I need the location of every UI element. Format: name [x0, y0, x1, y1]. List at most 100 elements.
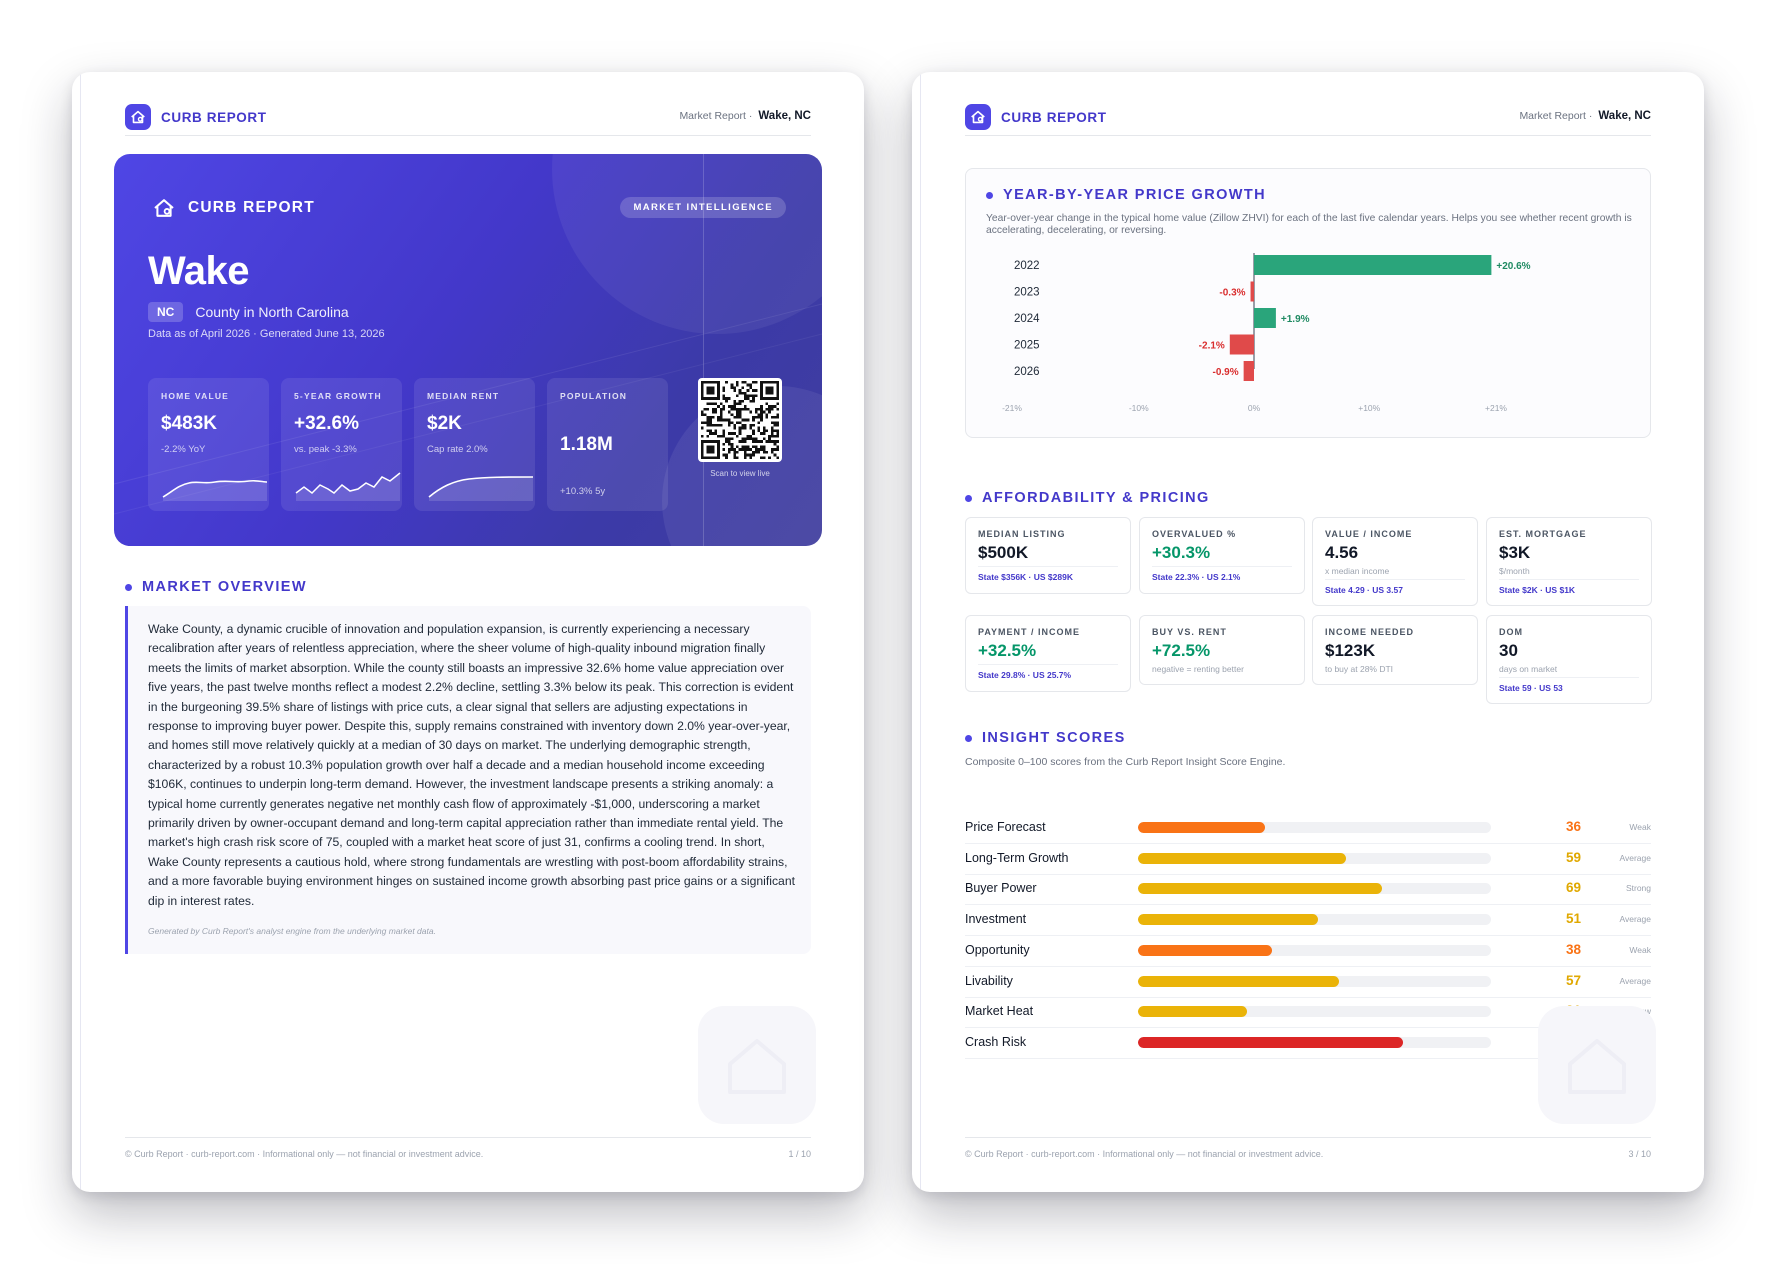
score-bar-track — [1138, 852, 1491, 864]
kpi-note: Cap rate 2.0% — [427, 444, 488, 455]
report-page-3: CURB REPORT Market Report · Wake, NC 2022… — [912, 72, 1704, 1192]
section-title-affordability: AFFORDABILITY & PRICING — [965, 490, 1210, 506]
score-bar-fill — [1138, 914, 1319, 926]
scores-description: Composite 0–100 scores from the Curb Rep… — [965, 756, 1286, 768]
card-sub: negative = renting better — [1152, 664, 1244, 674]
score-value: 69 — [1565, 880, 1581, 896]
score-grade: Average — [1619, 852, 1651, 863]
card-sub: days on market — [1499, 664, 1558, 674]
brand-name: CURB REPORT — [161, 109, 267, 125]
score-bar-track — [1138, 1036, 1491, 1048]
score-bar-track — [1138, 914, 1491, 926]
score-value: 51 — [1565, 911, 1581, 927]
score-bar-fill — [1138, 822, 1266, 833]
kpi-median-rent: MEDIAN RENT $2K Cap rate 2.0% — [414, 378, 535, 511]
kpi-5-year-growth: 5-YEAR GROWTH +32.6% vs. peak -3.3% — [281, 378, 402, 511]
section-title-yoy: YEAR-BY-YEAR PRICE GROWTH — [986, 187, 1266, 203]
house-logo-icon — [965, 104, 991, 130]
score-name: Crash Risk — [965, 1034, 1027, 1049]
meta-location: Wake, NC — [1598, 110, 1651, 122]
tick-label: 0% — [1248, 403, 1261, 413]
card-label: PAYMENT / INCOME — [978, 627, 1081, 637]
footer-disclaimer: © Curb Report · curb-report.com · Inform… — [125, 1149, 484, 1159]
score-bar-fill — [1138, 883, 1382, 895]
page-meta: Market Report · Wake, NC — [679, 110, 811, 122]
score-value: 59 — [1565, 849, 1581, 865]
page-meta: Market Report · Wake, NC — [1519, 110, 1651, 122]
card-est-mortgage: EST. MORTGAGE $3K $/month State $2K · US… — [1486, 517, 1652, 606]
state-badge: NC — [148, 302, 184, 322]
bullet-dot-icon — [965, 494, 972, 502]
card-value-income: VALUE / INCOME 4.56 x median income Stat… — [1312, 517, 1478, 606]
bar — [1254, 308, 1276, 328]
meta-label: Market Report · — [1519, 110, 1593, 122]
card-dom: DOM 30 days on market State 59 · US 53 — [1486, 615, 1652, 704]
section-title-text: MARKET OVERVIEW — [142, 579, 307, 595]
category-label: 2026 — [1014, 366, 1040, 378]
watermark-house-icon — [698, 1006, 816, 1124]
card-compare: State 4.29 · US 3.57 — [1325, 585, 1403, 595]
card-value: +72.5% — [1152, 641, 1211, 660]
card-label: BUY VS. RENT — [1152, 627, 1227, 637]
kpi-note: +10.3% 5y — [560, 486, 606, 497]
score-value: 57 — [1565, 972, 1581, 988]
tick-label: +21% — [1485, 403, 1507, 413]
hero-brand-name: CURB REPORT — [188, 199, 315, 216]
score-name: Market Heat — [965, 1004, 1034, 1019]
data-label: +1.9% — [1281, 314, 1310, 325]
brand[interactable]: CURB REPORT — [125, 104, 267, 130]
generated-note: Generated by Curb Report's analyst engin… — [148, 926, 436, 936]
card-label: OVERVALUED % — [1152, 529, 1237, 539]
card-value: 4.56 — [1325, 543, 1359, 562]
card-value: $123K — [1325, 641, 1376, 660]
bar — [1254, 255, 1492, 275]
bullet-dot-icon — [986, 191, 993, 199]
card-sub: $/month — [1499, 566, 1530, 576]
card-label: VALUE / INCOME — [1325, 529, 1413, 539]
data-label: -0.3% — [1219, 288, 1245, 299]
card-label: EST. MORTGAGE — [1499, 529, 1587, 539]
score-row: Buyer Power 69 Strong — [965, 875, 1651, 906]
card-sub: to buy at 28% DTI — [1325, 664, 1394, 674]
card-value: 30 — [1499, 641, 1518, 660]
qr-caption: Scan to view live — [710, 469, 770, 478]
kpi-value: $2K — [427, 413, 462, 434]
card-value: +30.3% — [1152, 543, 1211, 562]
score-grade: Average — [1619, 975, 1651, 986]
section-title-text: YEAR-BY-YEAR PRICE GROWTH — [1003, 187, 1266, 203]
house-logo-icon — [154, 199, 174, 217]
hero-banner: CURB REPORT MARKET INTELLIGENCE Wake NC … — [114, 154, 822, 546]
score-row: Price Forecast 36 Weak — [965, 814, 1651, 844]
bar — [1250, 281, 1254, 302]
section-title-scores: INSIGHT SCORES — [965, 730, 1126, 746]
card-compare: State 29.8% · US 25.7% — [978, 670, 1072, 680]
brand[interactable]: CURB REPORT — [965, 104, 1107, 130]
house-logo-icon — [125, 104, 151, 130]
score-grade: Strong — [1625, 883, 1651, 894]
market-intelligence-badge: MARKET INTELLIGENCE — [620, 197, 786, 218]
section-title-text: INSIGHT SCORES — [982, 730, 1126, 746]
qr-code[interactable] — [698, 378, 782, 462]
card-compare: State $356K · US $289K — [978, 572, 1073, 582]
data-date: Data as of April 2026 · Generated June 1… — [148, 328, 385, 340]
page-title: Wake — [148, 249, 250, 293]
tick-label: -10% — [1129, 403, 1149, 413]
card-value: +32.5% — [978, 641, 1037, 660]
card-overvalued: OVERVALUED % +30.3% State 22.3% · US 2.1… — [1139, 517, 1305, 594]
hero-brand: CURB REPORT — [152, 196, 315, 220]
score-bar-fill — [1138, 852, 1347, 864]
bullet-dot-icon — [125, 583, 132, 591]
card-payment-income: PAYMENT / INCOME +32.5% State 29.8% · US… — [965, 615, 1131, 692]
yoy-growth-card: 2022 +20.6% 2023 -0.3% 2024 +1.9% 2025 -2.1% 202… — [965, 168, 1651, 438]
score-grade: Average — [1619, 914, 1651, 925]
kpi-value: +32.6% — [294, 413, 359, 434]
category-label: 2023 — [1014, 287, 1040, 299]
meta-label: Market Report · — [679, 110, 753, 122]
sparkline — [295, 472, 401, 501]
score-bar-fill — [1138, 975, 1340, 987]
score-name: Long-Term Growth — [965, 850, 1069, 865]
score-name: Opportunity — [965, 942, 1030, 957]
card-label: MEDIAN LISTING — [978, 529, 1066, 539]
footer-disclaimer: © Curb Report · curb-report.com · Inform… — [965, 1149, 1324, 1159]
hero-subtitle: NC County in North Carolina — [148, 302, 349, 322]
